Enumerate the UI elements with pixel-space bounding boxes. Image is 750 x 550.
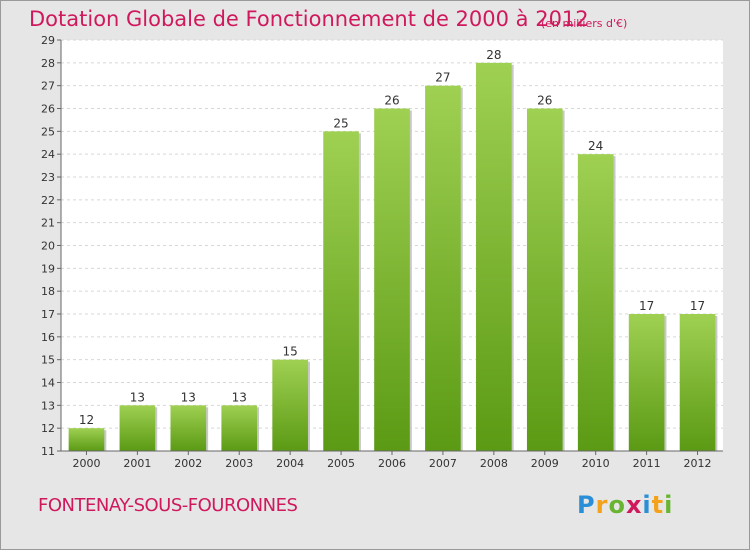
y-tick-label: 11 <box>41 445 55 458</box>
logo-letter: i <box>664 491 674 519</box>
y-tick-label: 20 <box>41 240 55 253</box>
bar-2003 <box>221 405 258 451</box>
x-tick-label: 2005 <box>327 457 355 470</box>
bar-value-label: 26 <box>537 94 552 108</box>
logo-letter: o <box>608 491 626 519</box>
logo-letter: P <box>577 491 596 519</box>
y-tick-label: 21 <box>41 217 55 230</box>
bar-value-label: 17 <box>690 299 705 313</box>
bar-2008 <box>476 62 512 451</box>
x-tick-label: 2011 <box>633 457 661 470</box>
bar-2011 <box>628 314 665 451</box>
y-tick-label: 13 <box>41 399 55 412</box>
bar-value-label: 17 <box>639 299 654 313</box>
y-tick-label: 25 <box>41 125 55 138</box>
logo-letter: i <box>642 491 652 519</box>
y-tick-label: 12 <box>41 422 55 435</box>
y-tick-label: 15 <box>41 354 55 367</box>
y-tick-label: 17 <box>41 308 55 321</box>
bar-value-label: 24 <box>588 139 603 153</box>
y-tick-label: 28 <box>41 57 55 70</box>
y-tick-label: 23 <box>41 171 55 184</box>
chart-unit: (en milliers d'€) <box>541 17 628 30</box>
bar-value-label: 25 <box>333 116 348 130</box>
bar-2007 <box>425 85 461 452</box>
bar-2005 <box>323 131 359 452</box>
y-tick-label: 29 <box>41 34 55 47</box>
bar-value-label: 26 <box>384 94 399 108</box>
bar-value-label: 27 <box>435 71 450 85</box>
x-tick-label: 2012 <box>684 457 712 470</box>
y-tick-label: 24 <box>41 148 55 161</box>
bar-2000 <box>68 428 105 451</box>
x-tick-label: 2009 <box>531 457 559 470</box>
bar-2006 <box>374 108 410 451</box>
y-axis: 11 12 13 14 15 16 17 18 19 20 21 22 23 24 25 26 27 28 29 <box>41 34 62 458</box>
logo-letter: r <box>595 491 609 519</box>
logo-letter: x <box>625 491 643 519</box>
x-tick-label: 2007 <box>429 457 457 470</box>
x-tick-label: 2004 <box>276 457 304 470</box>
bar-2012 <box>679 314 716 451</box>
bar-value-label: 28 <box>486 48 501 62</box>
bar-2009 <box>526 108 563 451</box>
bar-value-label: 13 <box>130 390 145 404</box>
x-tick-label: 2002 <box>174 457 202 470</box>
x-tick-label: 2006 <box>378 457 406 470</box>
bar-2002 <box>170 405 207 451</box>
bar-value-label: 12 <box>79 413 94 427</box>
x-tick-label: 2001 <box>123 457 151 470</box>
chart-title: Dotation Globale de Fonctionnement de 20… <box>29 7 589 31</box>
proxiti-logo[interactable]: Proxiti <box>577 491 673 519</box>
logo-letter: t <box>651 491 665 519</box>
y-tick-label: 18 <box>41 285 55 298</box>
y-tick-label: 27 <box>41 80 55 93</box>
y-tick-label: 22 <box>41 194 55 207</box>
bar-value-label: 13 <box>232 390 247 404</box>
x-tick-label: 2008 <box>480 457 508 470</box>
x-tick-label: 2010 <box>582 457 610 470</box>
bar-2004 <box>272 359 308 451</box>
x-tick-label: 2003 <box>225 457 253 470</box>
bars: 12 13 13 13 15 25 26 27 28 26 24 17 17 <box>68 48 718 452</box>
y-tick-label: 14 <box>41 377 55 390</box>
x-axis: 2000 2001 2002 2003 2004 2005 2006 2007 2008 2009… <box>61 450 723 470</box>
bar-value-label: 13 <box>181 390 196 404</box>
x-tick-label: 2000 <box>72 457 100 470</box>
y-tick-label: 16 <box>41 331 55 344</box>
y-tick-label: 19 <box>41 262 55 275</box>
bar-2010 <box>577 154 614 451</box>
y-tick-label: 26 <box>41 103 55 116</box>
bar-value-label: 15 <box>283 345 298 359</box>
commune-name: FONTENAY-SOUS-FOURONNES <box>38 495 298 516</box>
bar-2001 <box>119 405 156 451</box>
